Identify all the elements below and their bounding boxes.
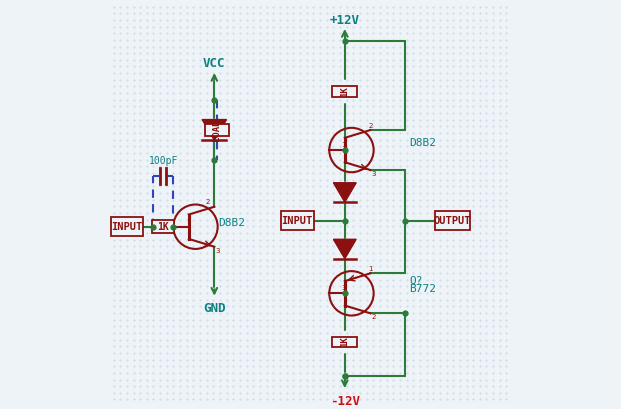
FancyBboxPatch shape: [281, 211, 314, 230]
FancyBboxPatch shape: [111, 217, 143, 236]
FancyBboxPatch shape: [205, 124, 229, 136]
Text: Q?: Q?: [409, 275, 423, 285]
FancyBboxPatch shape: [152, 220, 174, 233]
Text: 100pF: 100pF: [148, 156, 178, 166]
FancyBboxPatch shape: [332, 337, 357, 347]
Text: VCC: VCC: [203, 57, 225, 70]
Text: 1K: 1K: [157, 222, 169, 232]
Text: INPUT: INPUT: [281, 216, 313, 226]
Text: GND: GND: [203, 302, 225, 315]
FancyBboxPatch shape: [435, 211, 470, 230]
Text: 3: 3: [215, 247, 220, 254]
Polygon shape: [333, 239, 356, 258]
Text: LOAD: LOAD: [212, 119, 221, 141]
Text: 2: 2: [206, 199, 211, 205]
Text: 3: 3: [371, 171, 376, 177]
Text: B772: B772: [409, 284, 437, 294]
Text: D8B2: D8B2: [219, 218, 245, 228]
Polygon shape: [333, 183, 356, 202]
Text: +12V: +12V: [330, 14, 360, 27]
Text: OUTPUT: OUTPUT: [434, 216, 471, 226]
Text: 1K: 1K: [340, 86, 349, 97]
Text: 3: 3: [341, 285, 346, 291]
Text: 1: 1: [368, 266, 373, 272]
Text: 2: 2: [368, 123, 373, 129]
Text: D8B2: D8B2: [409, 137, 437, 148]
Polygon shape: [202, 119, 227, 140]
Text: 1K: 1K: [340, 336, 349, 347]
Text: -12V: -12V: [330, 395, 360, 408]
Text: 2: 2: [371, 314, 376, 320]
Text: 1: 1: [341, 142, 346, 148]
Text: INPUT: INPUT: [111, 222, 142, 232]
Text: 1: 1: [186, 219, 191, 225]
FancyBboxPatch shape: [332, 86, 357, 97]
